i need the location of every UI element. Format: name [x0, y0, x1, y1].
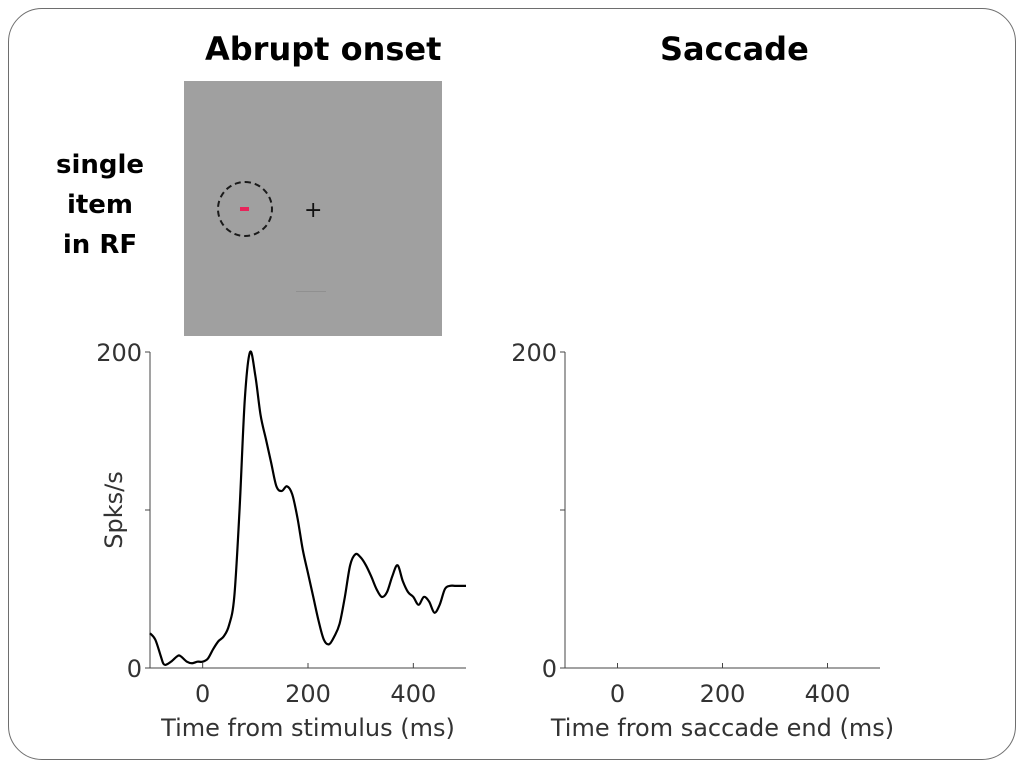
fixation-cross: +	[304, 198, 323, 223]
x-tick-label: 200	[285, 680, 331, 708]
x-tick-label: 0	[195, 680, 210, 708]
slide-frame	[8, 8, 1016, 760]
y-tick-label: 200	[511, 339, 557, 367]
receptive-field-circle	[217, 181, 273, 237]
stimulus-display: +	[184, 81, 442, 336]
column-title-saccade: Saccade	[660, 30, 809, 68]
faint-marker-line	[296, 291, 326, 292]
x-axis-label: Time from saccade end (ms)	[550, 714, 894, 742]
stimulus-bar	[240, 207, 249, 211]
x-tick-label: 400	[805, 680, 851, 708]
row-label-line-1: single	[55, 150, 145, 180]
column-title-abrupt-onset: Abrupt onset	[205, 30, 442, 68]
y-tick-label: 0	[542, 655, 557, 683]
row-label-line-2: item	[66, 190, 134, 220]
y-tick-label: 200	[96, 339, 142, 367]
chart-saccade-aligned: 0 200 0 200 400 Time from saccade end (ms)	[511, 339, 894, 742]
row-label-line-3: in RF	[62, 230, 138, 260]
x-tick-label: 400	[390, 680, 436, 708]
x-axis-label: Time from stimulus (ms)	[160, 714, 455, 742]
y-tick-label: 0	[127, 655, 142, 683]
series-line	[149, 350, 466, 667]
chart-stimulus-aligned: 0 200 0 200 400 Time from stimulus (ms) Spks/s	[96, 339, 466, 742]
row-label: single item in RF	[38, 145, 162, 265]
x-tick-label: 200	[700, 680, 746, 708]
y-axis-label: Spks/s	[100, 471, 128, 548]
x-tick-label: 0	[610, 680, 625, 708]
